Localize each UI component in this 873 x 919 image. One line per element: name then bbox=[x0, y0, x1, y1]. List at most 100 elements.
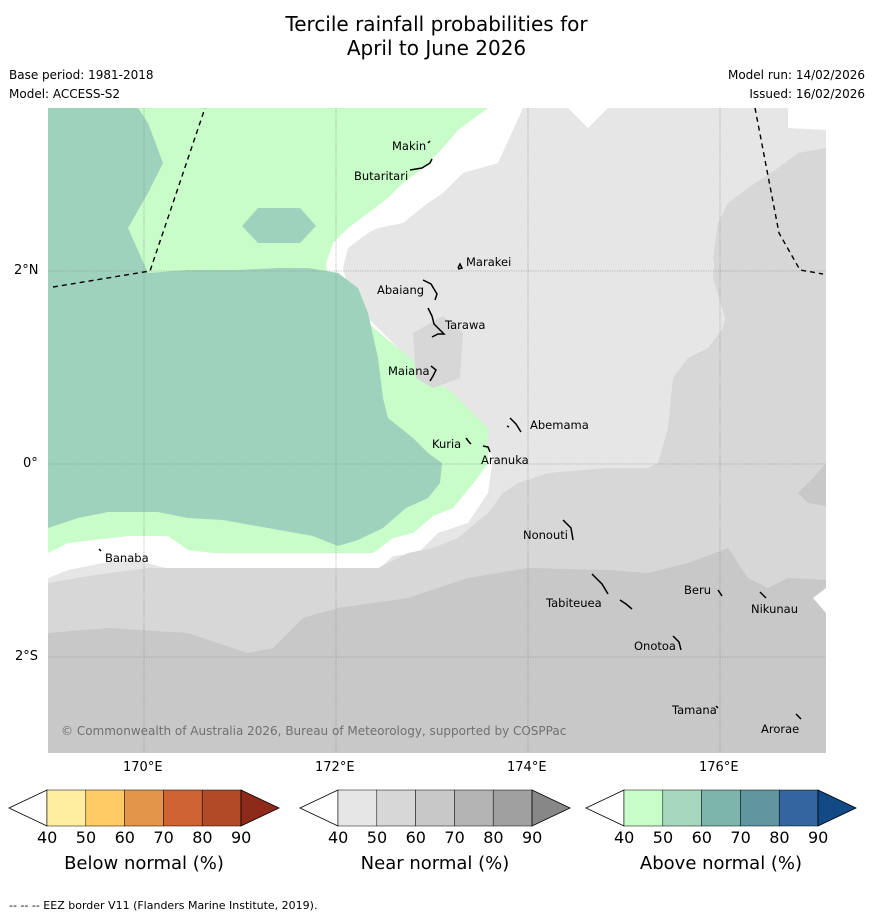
base-period: Base period: 1981-2018 bbox=[9, 68, 154, 82]
label-onotoa: Onotoa bbox=[634, 639, 676, 653]
colorbar-tick-label: 80 bbox=[483, 828, 504, 847]
colorbar-swatch bbox=[740, 789, 780, 827]
near-normal-60-70-area bbox=[48, 548, 826, 753]
colorbar-swatch bbox=[163, 789, 203, 827]
colorbar-tick-label: 80 bbox=[192, 828, 213, 847]
above-normal-50-60-area bbox=[48, 108, 442, 546]
island-tabiteuea bbox=[591, 573, 609, 595]
label-kuria: Kuria bbox=[432, 437, 461, 451]
near-normal-tarawa-patch bbox=[413, 316, 463, 388]
colorbar-tick-label: 70 bbox=[730, 828, 751, 847]
near-normal-top-area bbox=[608, 108, 788, 163]
colorbar-swatch bbox=[337, 789, 378, 827]
colorbar-swatch bbox=[623, 789, 664, 827]
island-onotoa bbox=[672, 635, 682, 651]
colorbar-tick-label: 60 bbox=[405, 828, 426, 847]
island-nikunau bbox=[759, 591, 767, 599]
colorbar-tick-label: 50 bbox=[75, 828, 97, 847]
colorbar-swatch bbox=[492, 789, 533, 827]
island-tarawa bbox=[427, 307, 446, 338]
near-normal-60-70-patch bbox=[798, 463, 826, 506]
colorbar-tick-label: 40 bbox=[328, 828, 349, 847]
colorbar-tick-label: 70 bbox=[153, 828, 174, 847]
probability-map[interactable]: Makin Butaritari Marakei Abaiang Tarawa … bbox=[48, 108, 826, 753]
island-banaba bbox=[98, 548, 102, 552]
lat-label-2n: 2°N bbox=[14, 263, 39, 278]
colorbar-extend-high bbox=[531, 789, 571, 827]
lat-label-2s: 2°S bbox=[15, 649, 39, 664]
label-marakei: Marakei bbox=[466, 255, 511, 269]
issued-date: Issued: 16/02/2026 bbox=[749, 87, 865, 101]
lat-label-0: 0° bbox=[23, 456, 38, 471]
label-abemama: Abemama bbox=[530, 418, 589, 432]
island-kuria bbox=[465, 437, 472, 445]
colorbar-tick-label: 40 bbox=[37, 828, 58, 847]
label-tamana: Tamana bbox=[671, 703, 717, 717]
island-tamana bbox=[715, 705, 719, 709]
colorbar-swatch bbox=[662, 789, 702, 827]
colorbar-swatch bbox=[778, 789, 819, 827]
island-abaiang bbox=[422, 279, 438, 301]
colorbar-extend-low bbox=[8, 789, 48, 827]
colorbar-tick-label: 90 bbox=[522, 828, 543, 847]
colorbars bbox=[8, 789, 857, 827]
white-right-strip bbox=[776, 108, 826, 130]
label-banaba: Banaba bbox=[105, 551, 149, 565]
label-maiana: Maiana bbox=[388, 364, 430, 378]
white-right-mid-patch bbox=[813, 588, 826, 613]
colorbar-tick-label: 90 bbox=[231, 828, 252, 847]
colorbar-tick-label: 70 bbox=[444, 828, 465, 847]
colorbar-swatch bbox=[454, 789, 494, 827]
lon-label-176e: 176°E bbox=[699, 760, 739, 775]
colorbar-extend-low bbox=[585, 789, 625, 827]
lon-label-172e: 172°E bbox=[315, 760, 355, 775]
label-arorae: Arorae bbox=[761, 722, 799, 736]
island-makin bbox=[427, 140, 431, 144]
colorbar-extend-low bbox=[299, 789, 339, 827]
island-beru bbox=[717, 589, 723, 597]
eez-borders bbox=[52, 108, 824, 288]
white-top-patch bbox=[568, 108, 608, 128]
colorbar-title: Near normal (%) bbox=[360, 853, 510, 874]
label-aranuka: Aranuka bbox=[481, 453, 529, 467]
above-normal-50-60-patch bbox=[242, 208, 316, 243]
lon-label-174e: 174°E bbox=[507, 760, 547, 775]
island-butaritari bbox=[409, 158, 433, 171]
colorbar-tick-label: 50 bbox=[652, 828, 674, 847]
island-arorae bbox=[795, 713, 802, 720]
gridlines bbox=[48, 108, 826, 753]
label-beru: Beru bbox=[684, 583, 711, 597]
colorbar-tick-label: 50 bbox=[366, 828, 388, 847]
colorbar-swatch bbox=[201, 789, 242, 827]
island-labels: Makin Butaritari Marakei Abaiang Tarawa … bbox=[105, 139, 799, 736]
eez-border-east bbox=[754, 108, 824, 275]
island-aranuka bbox=[482, 445, 491, 453]
colorbar-swatch bbox=[701, 789, 741, 827]
label-nikunau: Nikunau bbox=[751, 602, 798, 616]
label-makin: Makin bbox=[392, 139, 426, 153]
model-run-date: Model run: 14/02/2026 bbox=[727, 68, 865, 82]
meta-right: Model run: 14/02/2026 Issued: 16/02/2026 bbox=[728, 66, 865, 104]
island-tabiteuea-b bbox=[619, 599, 633, 610]
island-nonouti bbox=[562, 519, 574, 541]
colorbar-extend-high bbox=[817, 789, 857, 827]
label-butaritari: Butaritari bbox=[354, 169, 408, 183]
colorbar-tick-label: 40 bbox=[614, 828, 635, 847]
island-abemama-b bbox=[506, 425, 510, 428]
colorbar-swatch bbox=[124, 789, 164, 827]
colorbar-title: Above normal (%) bbox=[639, 853, 803, 874]
island-marakei bbox=[457, 262, 464, 270]
title-line-2: April to June 2026 bbox=[346, 36, 527, 60]
island-abemama bbox=[509, 417, 522, 433]
colorbar-tick-label: 60 bbox=[114, 828, 135, 847]
label-tarawa: Tarawa bbox=[444, 318, 485, 332]
islands bbox=[98, 140, 802, 720]
colorbar-tick-label: 90 bbox=[808, 828, 829, 847]
colorbar-swatch bbox=[415, 789, 455, 827]
chart-title: Tercile rainfall probabilities for April… bbox=[0, 12, 873, 60]
model-name: Model: ACCESS-S2 bbox=[9, 87, 121, 101]
colorbar-extend-high bbox=[240, 789, 280, 827]
colorbar-swatch bbox=[46, 789, 87, 827]
colorbar-title: Below normal (%) bbox=[64, 853, 224, 874]
colorbar-tick-label: 60 bbox=[691, 828, 712, 847]
